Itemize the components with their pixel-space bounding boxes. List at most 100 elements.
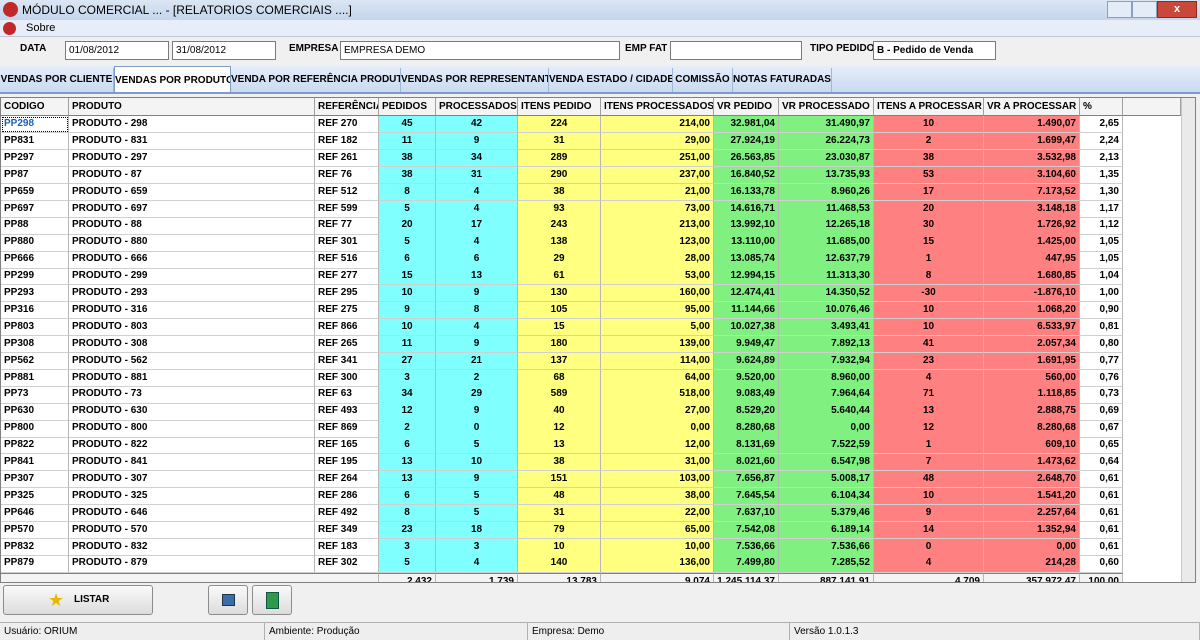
table-cell[interactable]: PP562 [1,352,69,370]
table-cell[interactable]: 1.541,20 [984,487,1080,506]
table-cell[interactable]: PRODUTO - 831 [69,132,315,151]
table-cell[interactable]: 3.532,98 [984,149,1080,168]
table-cell[interactable]: 1,05 [1080,251,1123,269]
table-cell[interactable]: 3.104,60 [984,166,1080,185]
table-cell[interactable]: PP697 [1,200,69,218]
table-cell[interactable]: 11 [379,335,436,354]
table-cell[interactable]: PP831 [1,132,69,151]
maximize-button[interactable] [1132,1,1157,18]
table-cell[interactable]: 17 [874,183,984,201]
table-cell[interactable]: 1.425,00 [984,234,1080,252]
table-cell[interactable]: PP293 [1,285,69,303]
table-cell[interactable]: 9.083,49 [714,386,779,404]
table-cell[interactable]: 13.110,00 [714,234,779,252]
table-cell[interactable]: PP87 [1,166,69,185]
table-cell[interactable]: 2.057,34 [984,335,1080,354]
table-cell[interactable]: 3.148,18 [984,200,1080,218]
table-cell[interactable]: 140 [518,555,601,573]
table-cell[interactable]: 40 [518,403,601,421]
table-cell[interactable]: 1.726,92 [984,217,1080,235]
table-cell[interactable]: 0,69 [1080,403,1123,421]
table-cell[interactable]: PRODUTO - 308 [69,335,315,354]
date-input[interactable]: 31/08/2012 [172,41,276,60]
column-header[interactable]: REFERÊNCIA [315,98,379,116]
table-cell[interactable]: 8.280,68 [984,420,1080,438]
tab[interactable]: VENDAS POR CLIENTE [0,68,114,92]
table-cell[interactable]: 93 [518,200,601,218]
table-cell[interactable]: 3.493,41 [779,318,874,337]
tab[interactable]: VENDAS POR REPRESENTANTE [401,68,549,92]
table-cell[interactable]: 5 [436,487,518,506]
exit-button[interactable] [252,585,292,615]
table-cell[interactable]: 10 [874,301,984,320]
table-cell[interactable]: 0,61 [1080,487,1123,506]
table-cell[interactable]: 243 [518,217,601,235]
table-cell[interactable]: 1,04 [1080,268,1123,286]
table-cell[interactable]: 41 [874,335,984,354]
table-cell[interactable]: 29,00 [601,132,714,151]
table-cell[interactable]: PP73 [1,386,69,404]
table-cell[interactable]: 9.949,47 [714,335,779,354]
table-cell[interactable]: 130 [518,285,601,303]
table-cell[interactable]: 10 [874,318,984,337]
table-cell[interactable]: PP800 [1,420,69,438]
table-cell[interactable]: 0,61 [1080,504,1123,523]
table-cell[interactable]: 2 [379,420,436,438]
table-cell[interactable]: 7.637,10 [714,504,779,523]
table-cell[interactable]: REF 349 [315,521,379,539]
table-cell[interactable]: PP316 [1,301,69,320]
table-cell[interactable]: 6.104,34 [779,487,874,506]
table-cell[interactable]: 5,00 [601,318,714,337]
table-cell[interactable]: 7.892,13 [779,335,874,354]
table-cell[interactable]: 8.960,26 [779,183,874,201]
table-cell[interactable]: 2,65 [1080,116,1123,134]
table-cell[interactable]: 9.624,89 [714,352,779,370]
table-cell[interactable]: 31 [436,166,518,185]
table-cell[interactable]: 151 [518,470,601,489]
table-cell[interactable]: PRODUTO - 880 [69,234,315,252]
table-cell[interactable]: 3 [379,369,436,387]
table-cell[interactable]: PP299 [1,268,69,286]
table-cell[interactable]: 224 [518,116,601,134]
table-cell[interactable]: 139,00 [601,335,714,354]
table-cell[interactable]: PRODUTO - 646 [69,504,315,523]
table-cell[interactable]: 8.280,68 [714,420,779,438]
table-cell[interactable]: REF 869 [315,420,379,438]
table-cell[interactable]: 1 [874,437,984,455]
table-cell[interactable]: PP88 [1,217,69,235]
table-cell[interactable]: REF 183 [315,538,379,556]
table-cell[interactable]: 14.616,71 [714,200,779,218]
table-cell[interactable]: 2 [874,132,984,151]
table-cell[interactable]: REF 493 [315,403,379,421]
table-cell[interactable]: PRODUTO - 298 [69,116,315,134]
table-cell[interactable]: 8 [874,268,984,286]
close-button[interactable]: x [1157,1,1197,18]
table-cell[interactable]: 0,76 [1080,369,1123,387]
table-cell[interactable]: 38 [518,454,601,472]
table-cell[interactable]: 138 [518,234,601,252]
table-cell[interactable]: 8 [379,183,436,201]
table-cell[interactable]: REF 302 [315,555,379,573]
table-cell[interactable]: 6.533,97 [984,318,1080,337]
table-cell[interactable]: REF 275 [315,301,379,320]
table-cell[interactable]: 48 [518,487,601,506]
table-cell[interactable]: REF 599 [315,200,379,218]
table-cell[interactable]: PRODUTO - 803 [69,318,315,337]
table-cell[interactable]: PRODUTO - 800 [69,420,315,438]
table-cell[interactable]: PRODUTO - 307 [69,470,315,489]
table-cell[interactable]: 7.964,64 [779,386,874,404]
table-cell[interactable]: 0,61 [1080,538,1123,556]
table-cell[interactable]: 0,61 [1080,470,1123,489]
table-cell[interactable]: REF 195 [315,454,379,472]
table-cell[interactable]: 0,73 [1080,386,1123,404]
table-cell[interactable]: REF 63 [315,386,379,404]
table-cell[interactable]: 7.522,59 [779,437,874,455]
table-cell[interactable]: 6.547,98 [779,454,874,472]
table-cell[interactable]: PRODUTO - 325 [69,487,315,506]
table-cell[interactable]: 5 [379,200,436,218]
table-cell[interactable]: 30 [874,217,984,235]
table-cell[interactable]: REF 341 [315,352,379,370]
table-cell[interactable]: PRODUTO - 881 [69,369,315,387]
table-cell[interactable]: REF 270 [315,116,379,134]
table-cell[interactable]: PRODUTO - 822 [69,437,315,455]
